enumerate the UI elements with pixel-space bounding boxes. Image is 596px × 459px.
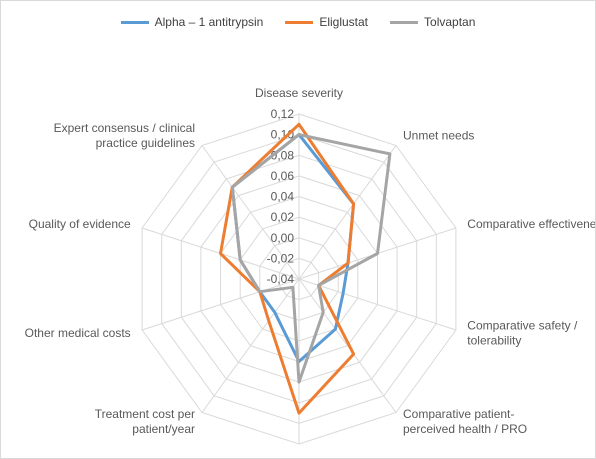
radial-tick-label: -0,04 xyxy=(267,272,295,286)
spoke-7 xyxy=(141,278,300,331)
category-label-line: Treatment cost per xyxy=(95,407,195,421)
category-label-8: Quality of evidence xyxy=(29,217,131,231)
category-label-0: Disease severity xyxy=(255,86,343,100)
category-label-4: Comparative patient-perceived health / P… xyxy=(403,407,527,436)
category-label-line: Quality of evidence xyxy=(29,217,131,231)
category-label-2: Comparative effectiveness xyxy=(467,217,595,231)
radial-tick-label: 0,10 xyxy=(271,128,295,142)
legend-label-tolvaptan: Tolvaptan xyxy=(424,15,476,29)
category-label-line: Disease severity xyxy=(255,86,343,100)
category-label-line: Unmet needs xyxy=(403,128,474,142)
category-label-line: Comparative safety / xyxy=(467,319,578,333)
category-label-line: Expert consensus / clinical xyxy=(54,121,195,135)
radial-tick-label: 0,06 xyxy=(271,169,295,183)
category-label-line: perceived health / PRO xyxy=(403,422,527,436)
legend-item-alpha: Alpha – 1 antitrypsin xyxy=(120,15,264,29)
spoke-9 xyxy=(201,145,300,280)
category-label-line: Other medical costs xyxy=(25,326,131,340)
legend: Alpha – 1 antitrypsin Eliglustat Tolvapt… xyxy=(1,15,595,29)
spoke-4 xyxy=(298,278,397,413)
spoke-1 xyxy=(298,145,397,280)
radial-tick-label: 0,04 xyxy=(271,190,295,204)
category-label-9: Expert consensus / clinical practice guid… xyxy=(54,121,195,150)
legend-label-alpha: Alpha – 1 antitrypsin xyxy=(154,15,264,29)
radial-tick-label: 0,00 xyxy=(271,231,295,245)
spoke-6 xyxy=(201,278,300,413)
category-label-7: Other medical costs xyxy=(25,326,131,340)
category-label-line: Comparative patient- xyxy=(403,407,514,421)
radial-tick-label: 0,02 xyxy=(271,210,295,224)
radial-tick-label: -0,02 xyxy=(267,251,295,265)
series-line-2 xyxy=(230,133,392,384)
category-label-3: Comparative safety / tolerability xyxy=(467,319,578,348)
legend-swatch-eliglustat xyxy=(285,20,314,24)
legend-label-eliglustat: Eliglustat xyxy=(319,15,369,29)
series-line-1 xyxy=(219,122,356,415)
category-label-5: Therapeutic benefit xyxy=(248,457,351,458)
category-label-1: Unmet needs xyxy=(403,128,474,142)
legend-swatch-tolvaptan xyxy=(390,20,419,24)
legend-item-tolvaptan: Tolvaptan xyxy=(390,15,475,29)
legend-swatch-alpha xyxy=(120,20,149,24)
category-label-6: Treatment cost per patient/year xyxy=(95,407,195,436)
category-label-line: practice guidelines xyxy=(96,136,195,150)
spoke-3 xyxy=(298,278,457,331)
category-label-line: Therapeutic benefit xyxy=(248,457,351,458)
legend-item-eliglustat: Eliglustat xyxy=(285,15,368,29)
category-label-line: tolerability xyxy=(467,334,521,348)
category-label-line: Comparative effectiveness xyxy=(467,217,595,231)
category-label-line: patient/year xyxy=(132,422,195,436)
radial-tick-label: 0,12 xyxy=(271,107,295,121)
